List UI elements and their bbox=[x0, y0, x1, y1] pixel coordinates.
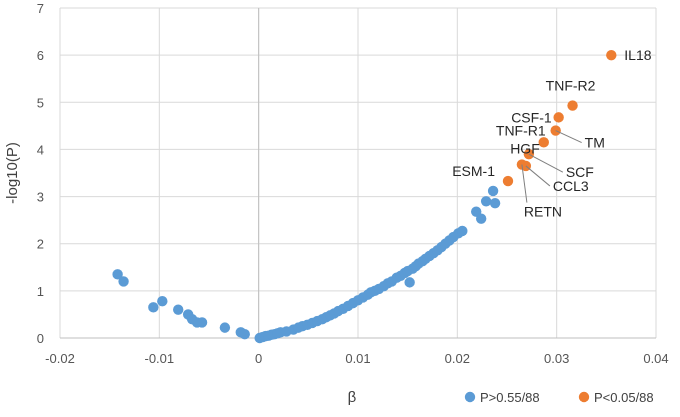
y-tick-label: 3 bbox=[37, 190, 44, 205]
y-tick-label: 1 bbox=[37, 284, 44, 299]
x-tick-label: -0.02 bbox=[45, 351, 75, 366]
blue-data-point bbox=[239, 329, 250, 340]
annotation-label: TM bbox=[585, 135, 605, 151]
blue-data-point bbox=[475, 213, 487, 224]
legend-marker bbox=[464, 391, 476, 403]
annotation-leader-line bbox=[525, 165, 551, 187]
blue-data-point bbox=[196, 317, 208, 328]
blue-data-point bbox=[173, 304, 184, 315]
blue-data-point bbox=[219, 322, 231, 333]
orange-data-point bbox=[553, 112, 564, 123]
axes bbox=[60, 8, 656, 339]
orange-data-point bbox=[606, 49, 617, 61]
x-tick-label: 0 bbox=[255, 351, 262, 366]
annotation-label: CCL3 bbox=[553, 178, 589, 194]
blue-data-point bbox=[487, 185, 499, 197]
data-points bbox=[112, 49, 617, 344]
y-tick-labels: 0 1 2 3 4 5 6 7 bbox=[37, 1, 44, 346]
blue-data-point bbox=[112, 269, 123, 280]
annotation-label: TNF-R1 bbox=[496, 123, 546, 139]
legend-marker bbox=[578, 391, 590, 403]
x-tick-label: 0.02 bbox=[445, 351, 470, 366]
x-axis-title: β bbox=[348, 389, 357, 406]
y-tick-label: 7 bbox=[37, 1, 44, 16]
y-tick-label: 4 bbox=[37, 142, 44, 157]
y-tick-label: 0 bbox=[37, 331, 44, 346]
legend: P>0.55/88 P<0.05/88 bbox=[464, 390, 654, 405]
y-tick-label: 6 bbox=[37, 48, 44, 63]
y-tick-label: 2 bbox=[37, 237, 44, 252]
annotation-leader-line bbox=[555, 130, 582, 144]
x-tick-label: 0.01 bbox=[345, 351, 370, 366]
blue-data-point bbox=[118, 276, 129, 287]
orange-data-point bbox=[567, 100, 578, 111]
annotation-label: CSF-1 bbox=[511, 109, 552, 125]
annotation-label: ESM-1 bbox=[452, 163, 495, 179]
x-tick-label: 0.03 bbox=[544, 351, 569, 366]
x-tick-label: -0.01 bbox=[145, 351, 175, 366]
legend-label: P<0.05/88 bbox=[594, 390, 654, 405]
blue-data-point bbox=[404, 277, 415, 288]
annotation-leader-line bbox=[521, 164, 528, 203]
orange-data-point bbox=[502, 175, 514, 187]
blue-data-point bbox=[489, 197, 501, 209]
annotation-label: RETN bbox=[524, 204, 562, 220]
orange-data-point bbox=[538, 137, 549, 148]
gridlines bbox=[59, 7, 657, 339]
annotation-label: HGF bbox=[510, 140, 540, 156]
blue-data-point bbox=[157, 296, 168, 307]
annotation-leader-line bbox=[528, 153, 564, 173]
blue-data-point bbox=[148, 302, 159, 313]
y-axis-title: -log10(P) bbox=[4, 142, 21, 204]
blue-data-point bbox=[480, 196, 492, 207]
annotation-label: IL18 bbox=[624, 47, 651, 63]
x-tick-labels: -0.02 -0.01 0 0.01 0.02 0.03 0.04 bbox=[45, 351, 668, 366]
legend-label: P>0.55/88 bbox=[480, 390, 540, 405]
annotation-label: TNF-R2 bbox=[546, 78, 596, 94]
x-tick-label: 0.04 bbox=[643, 351, 668, 366]
y-tick-label: 5 bbox=[37, 95, 44, 110]
blue-data-point bbox=[457, 225, 468, 237]
annotation-label: SCF bbox=[566, 164, 594, 180]
